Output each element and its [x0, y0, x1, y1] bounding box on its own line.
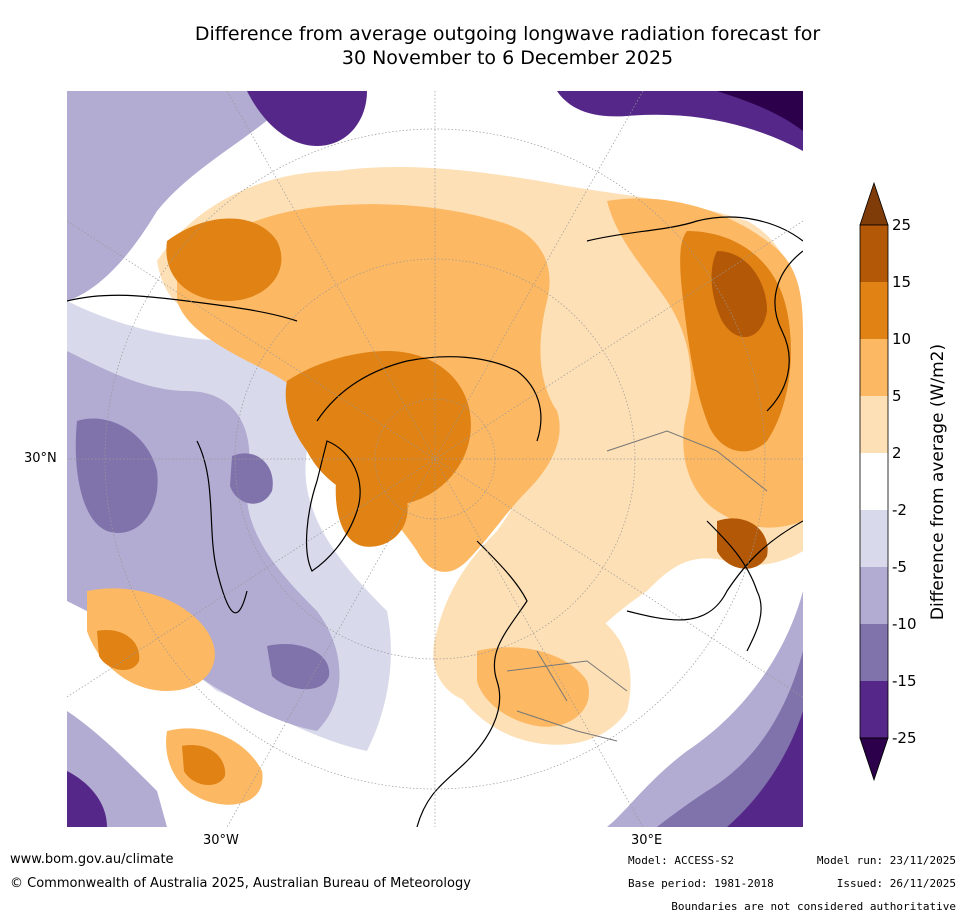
colorbar-extend-bottom: [859, 737, 889, 782]
anomaly-region-minus-10-canada: [75, 418, 158, 533]
colorbar-band-minus-2-5: [860, 510, 888, 567]
colorbar-tick-label: 10: [892, 330, 911, 348]
colorbar-tick-label: -15: [892, 672, 917, 690]
boundary-europe: [506, 430, 768, 742]
anomaly-region-minus-10-greenland-west: [230, 453, 273, 504]
colorbar-band-neutral: [860, 453, 888, 510]
anomaly-region-plus-15-siberia: [711, 251, 767, 338]
map-title: Difference from average outgoing longwav…: [100, 22, 915, 70]
colorbar-band-minus-5-10: [860, 567, 888, 624]
anomaly-region-minus-25-northeast: [717, 91, 803, 131]
anomaly-region-minus-5-west: [67, 91, 297, 301]
anomaly-region-plus-10-polar: [285, 351, 471, 505]
colorbar-extend-top: [859, 181, 889, 226]
lon-label-30e: 30°E: [631, 833, 663, 848]
colorbar-tick-label: 2: [892, 444, 902, 462]
anomaly-region-plus-10-west-asia: [166, 218, 282, 301]
title-line-2: 30 November to 6 December 2025: [341, 47, 674, 69]
colorbar-band-5-10: [860, 339, 888, 396]
colorbar-tick-label: 25: [892, 216, 911, 234]
coastline-north-america: [67, 294, 298, 614]
colorbar-band-10-15: [860, 282, 888, 339]
anomaly-region-minus-15-southwest: [67, 771, 107, 827]
colorbar-band-2-5: [860, 396, 888, 453]
anomaly-region-minus-10-east: [657, 651, 803, 827]
footer-website: www.bom.gov.au/climate: [10, 852, 174, 867]
colorbar-tick-label: 15: [892, 273, 911, 291]
anomaly-region-minus-15-southeast: [727, 711, 803, 827]
graticule-meridian-30w: [226, 91, 644, 827]
anomaly-region-minus-15-northeast: [557, 91, 803, 151]
colorbar-band-minus-15-25: [860, 681, 888, 738]
colorbar-tick-label: 5: [892, 387, 902, 405]
colorbar-outline: [859, 224, 889, 739]
colorbar: 25 15 10 5 2 -2 -5 -10 -15 -25 Differenc…: [859, 181, 948, 782]
footer-issued: Issued: 26/11/2025: [836, 877, 956, 890]
colorbar-tick-label: -25: [892, 729, 917, 747]
anomaly-region-plus-10-atlantic-south: [182, 745, 226, 786]
graticule-meridian-60e: [67, 220, 803, 698]
colorbar-tick-label: -2: [892, 501, 907, 519]
colorbar-band-15-25: [860, 225, 888, 282]
colorbar-tick-label: -10: [892, 615, 917, 633]
coastline-east-asia: [706, 250, 803, 652]
coastline-arctic: [316, 356, 542, 442]
anomaly-region-plus-10-greenland-sea: [335, 467, 408, 547]
footer-model: Model: ACCESS-S2: [628, 854, 734, 867]
footer-copyright: © Commonwealth of Australia 2025, Austra…: [10, 876, 471, 891]
anomaly-region-minus-10-north-atlantic: [267, 644, 330, 690]
colorbar-axis-label: Difference from average (W/m2): [928, 344, 948, 620]
footer-model-run: Model run: 23/11/2025: [816, 854, 956, 867]
footer-base-period: Base period: 1981-2018: [628, 877, 774, 890]
title-line-1: Difference from average outgoing longwav…: [194, 23, 821, 45]
anomaly-region-plus-10-siberia-east: [680, 231, 791, 452]
footer-disclaimer: Boundaries are not considered authoritat…: [671, 900, 956, 913]
anomaly-region-minus-15-north: [247, 91, 367, 146]
lat-label-30n: 30°N: [24, 451, 57, 466]
anomaly-region-plus-5-europe: [477, 647, 589, 727]
colorbar-band-minus-10-15: [860, 624, 888, 681]
colorbar-tick-label: -5: [892, 558, 907, 576]
lon-label-30w: 30°W: [203, 833, 239, 848]
graticule-meridian-30e: [226, 91, 644, 827]
olr-anomaly-map: [67, 91, 803, 827]
anomaly-region-plus-10-atlantic: [97, 630, 140, 671]
coastline-eurasia: [416, 216, 803, 827]
coastline-greenland: [305, 440, 361, 572]
